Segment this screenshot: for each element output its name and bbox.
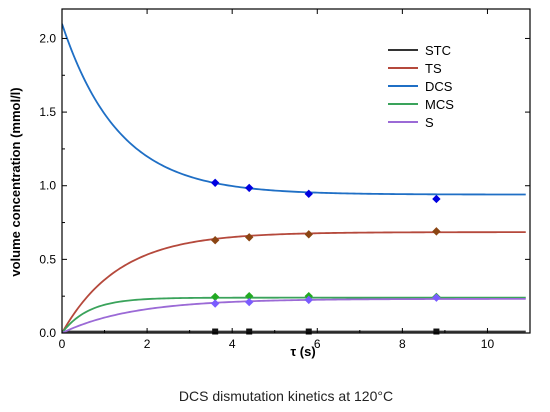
plot-frame [61,8,531,334]
data-point [245,233,254,242]
data-point [246,328,253,335]
data-point [245,291,254,301]
legend-item-mcs: MCS [388,97,454,112]
series-stc [62,328,526,335]
data-point [432,293,441,302]
x-tick-label: 2 [144,337,151,351]
legend-label: DCS [425,79,453,94]
series-s [62,293,526,333]
y-tick-label: 1.5 [39,105,56,119]
data-point [433,328,440,335]
y-tick-label: 0.0 [39,326,56,340]
series-line-ts [62,231,526,333]
x-tick-label: 8 [399,337,406,351]
legend-item-ts: TS [388,61,442,76]
data-point [305,328,312,335]
x-tick-label: 4 [229,337,236,351]
data-point [304,230,313,239]
data-point [212,328,219,335]
plot-area [62,23,526,335]
x-axis-label: τ (s) [290,344,315,359]
series-line-mcs [62,296,526,333]
data-point [432,227,441,236]
series-ts [62,227,526,333]
data-point [210,236,220,245]
legend-item-dcs: DCS [388,79,453,94]
legend-item-stc: STC [388,43,451,58]
x-tick-label: 10 [481,337,495,351]
data-point [245,297,254,307]
legend-label: TS [425,61,442,76]
legend-label: MCS [425,97,454,112]
legend: STC TS DCS MCS S [388,43,454,130]
series-dcs [62,23,526,204]
legend-label: STC [425,43,451,58]
legend-label: S [425,115,434,130]
y-tick-label: 0.5 [39,252,56,266]
data-point [210,292,220,302]
axes: 0 2 4 6 8 10 0.0 0.5 1.0 1.5 2.0 [39,8,531,351]
data-point [210,299,220,308]
x-tick-label: 6 [314,337,321,351]
series-line-dcs [62,23,526,196]
series-line-s [62,297,526,333]
y-axis-label: volume concentration (mmol/l) [8,87,23,276]
legend-item-s: S [388,115,434,130]
chart-caption: DCS dismutation kinetics at 120°C [179,388,393,404]
data-point [304,295,313,305]
data-point [432,194,441,204]
data-point [245,183,254,193]
data-point [210,178,220,187]
x-tick-label: 0 [59,337,66,351]
y-tick-label: 1.0 [39,179,56,193]
y-tick-label: 2.0 [39,31,56,45]
data-point [304,189,313,199]
